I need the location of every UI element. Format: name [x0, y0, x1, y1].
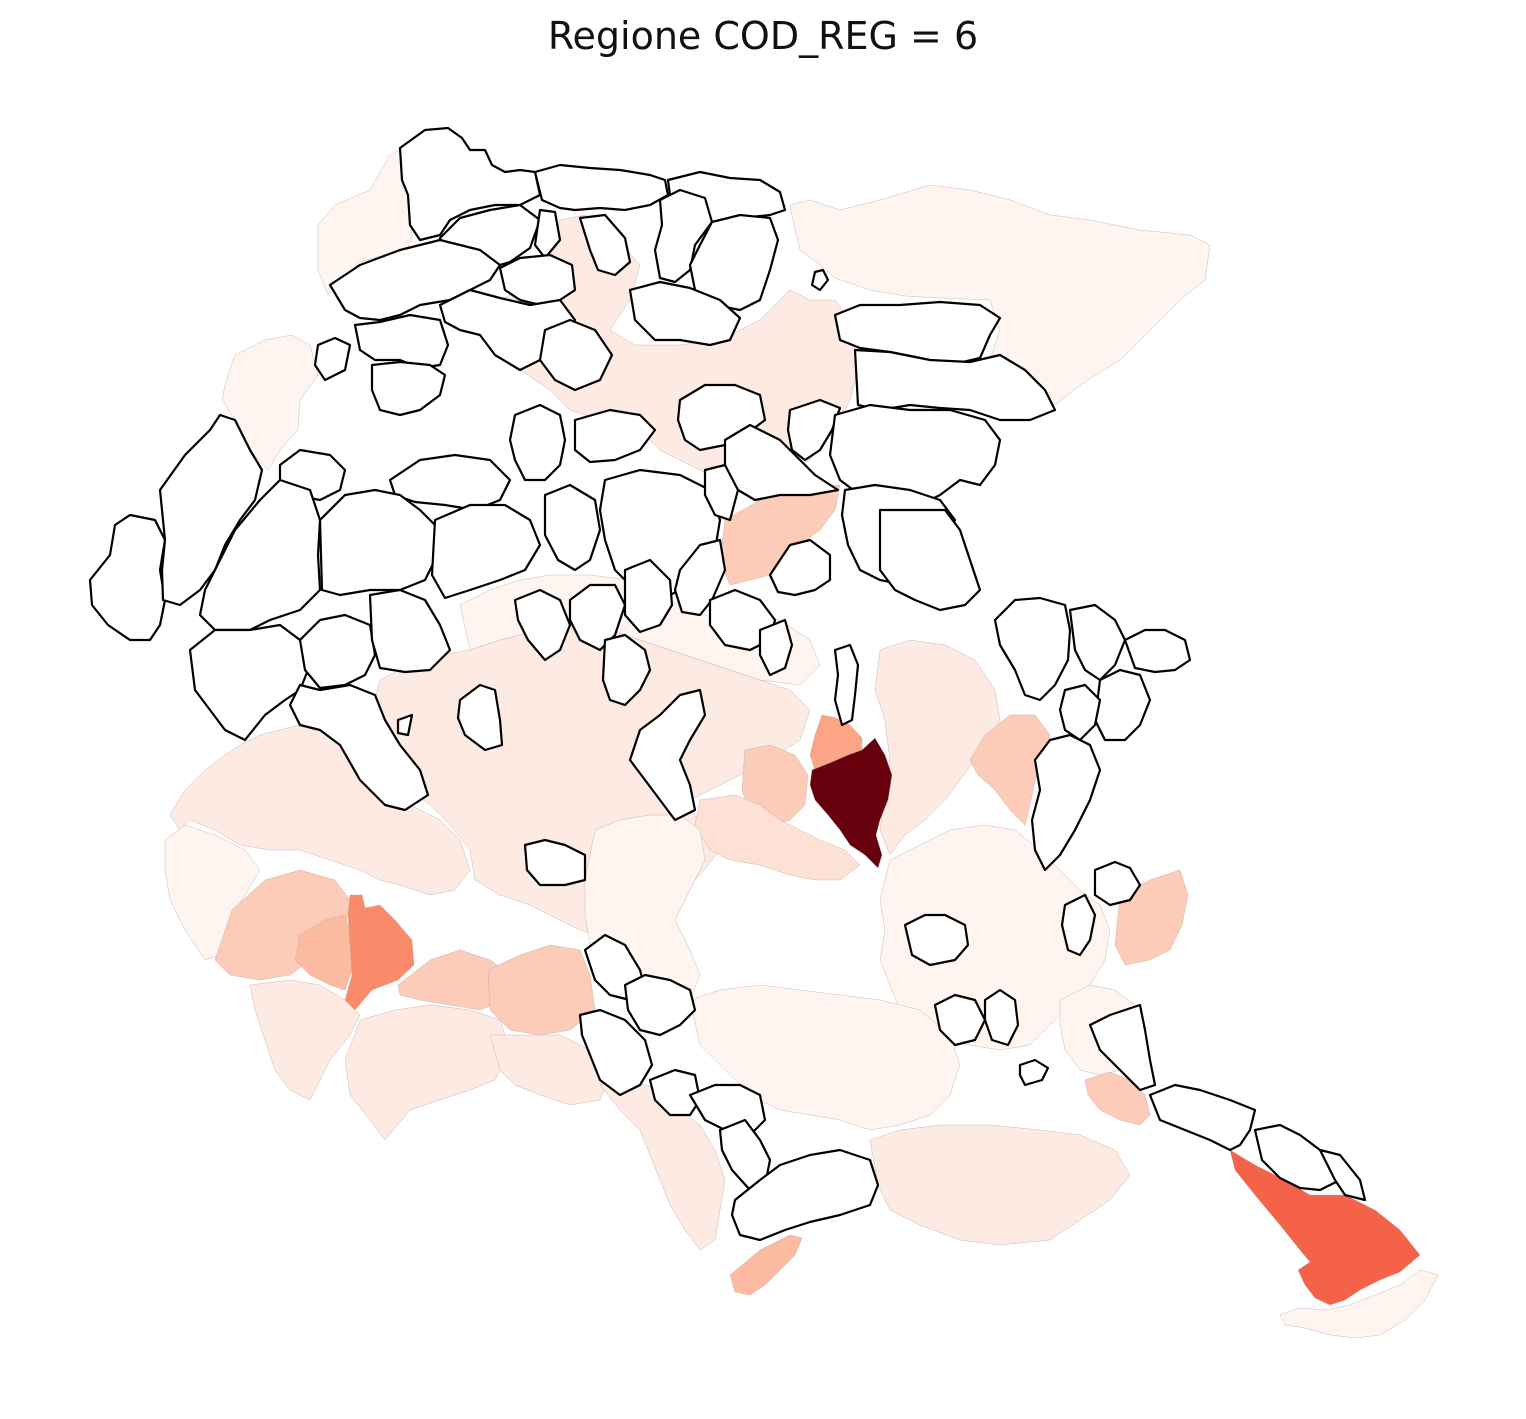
nodata-region[interactable]: [578, 213, 632, 277]
municipality-plain-south-centre[interactable]: [487, 944, 596, 1036]
municipality-trieste[interactable]: [1229, 1149, 1421, 1306]
nodata-region[interactable]: [601, 633, 652, 707]
nodata-region[interactable]: [88, 513, 167, 642]
nodata-region[interactable]: [1318, 1148, 1367, 1202]
map-title: Regione COD_REG = 6: [547, 14, 979, 58]
nodata-region[interactable]: [1093, 860, 1142, 907]
municipality-upper-centre[interactable]: [489, 214, 861, 491]
nodata-region[interactable]: [628, 280, 742, 347]
nodata-region[interactable]: [313, 336, 352, 382]
nodata-region[interactable]: [648, 1068, 702, 1117]
nodata-region[interactable]: [1068, 603, 1127, 682]
nodata-region[interactable]: [703, 463, 740, 522]
nodata-region[interactable]: [370, 360, 447, 417]
nodata-region[interactable]: [688, 213, 780, 312]
nodata-region[interactable]: [833, 643, 860, 727]
nodata-region[interactable]: [456, 683, 504, 752]
nodata-region[interactable]: [1148, 1083, 1257, 1152]
nodata-region[interactable]: [198, 478, 322, 632]
nodata-region[interactable]: [628, 688, 707, 822]
municipality-orange-west[interactable]: [344, 894, 415, 1011]
municipality-plain-sw-mid[interactable]: [294, 914, 353, 991]
municipality-east-of-max[interactable]: [874, 639, 1001, 856]
nodata-region[interactable]: [1058, 683, 1102, 742]
nodata-region[interactable]: [533, 208, 562, 260]
municipality-max[interactable]: [809, 737, 893, 869]
nodata-region[interactable]: [573, 408, 657, 464]
nodata-region[interactable]: [1123, 628, 1192, 674]
nodata-region[interactable]: [730, 1148, 880, 1242]
municipality-south-coast[interactable]: [869, 1124, 1131, 1246]
nodata-region[interactable]: [993, 596, 1072, 702]
nodata-region[interactable]: [508, 403, 567, 482]
nodata-region[interactable]: [903, 913, 970, 967]
nodata-region[interactable]: [1018, 1058, 1050, 1087]
nodata-region[interactable]: [498, 253, 577, 307]
nodata-region[interactable]: [768, 538, 832, 597]
nodata-region[interactable]: [568, 583, 627, 652]
nodata-region[interactable]: [353, 313, 450, 370]
nodata-region[interactable]: [533, 163, 670, 212]
nodata-region[interactable]: [1030, 733, 1102, 872]
nodata-region[interactable]: [933, 993, 987, 1047]
nodata-region[interactable]: [288, 683, 430, 812]
nodata-region[interactable]: [318, 488, 442, 597]
nodata-region[interactable]: [578, 1008, 654, 1097]
municipality-centre-south-of-max[interactable]: [694, 794, 861, 881]
nodata-region[interactable]: [188, 623, 312, 742]
nodata-region[interactable]: [810, 268, 830, 292]
nodata-region[interactable]: [786, 398, 842, 462]
nodata-region[interactable]: [828, 403, 1002, 507]
nodata-region[interactable]: [878, 508, 982, 612]
nodata-region[interactable]: [1093, 668, 1152, 742]
nodata-region[interactable]: [543, 483, 602, 572]
nodata-region[interactable]: [983, 988, 1020, 1047]
nodata-region[interactable]: [758, 618, 794, 677]
nodata-region[interactable]: [623, 558, 674, 634]
municipality-plain-sw-south[interactable]: [249, 979, 361, 1101]
nodata-region[interactable]: [513, 588, 572, 662]
nodata-region[interactable]: [1060, 893, 1097, 957]
nodata-region[interactable]: [158, 413, 264, 607]
nodata-region[interactable]: [623, 973, 697, 1037]
municipality-coast-red-small[interactable]: [729, 1234, 803, 1296]
nodata-region[interactable]: [1088, 1003, 1157, 1092]
nodata-region[interactable]: [368, 588, 452, 674]
municipality-ne-alpine[interactable]: [789, 184, 1211, 406]
nodata-region[interactable]: [396, 713, 414, 737]
nodata-region[interactable]: [430, 503, 542, 600]
nodata-region[interactable]: [538, 318, 614, 392]
nodata-region[interactable]: [523, 838, 587, 887]
municipality-muggia[interactable]: [1279, 1269, 1439, 1339]
municipality-plain-south-west[interactable]: [344, 1004, 511, 1141]
municipality-plain-south-centre-2[interactable]: [489, 1034, 611, 1106]
nodata-region[interactable]: [833, 300, 1002, 367]
nodata-region[interactable]: [298, 613, 377, 690]
municipality-east-mid[interactable]: [969, 714, 1051, 826]
nodata-region[interactable]: [388, 453, 512, 512]
